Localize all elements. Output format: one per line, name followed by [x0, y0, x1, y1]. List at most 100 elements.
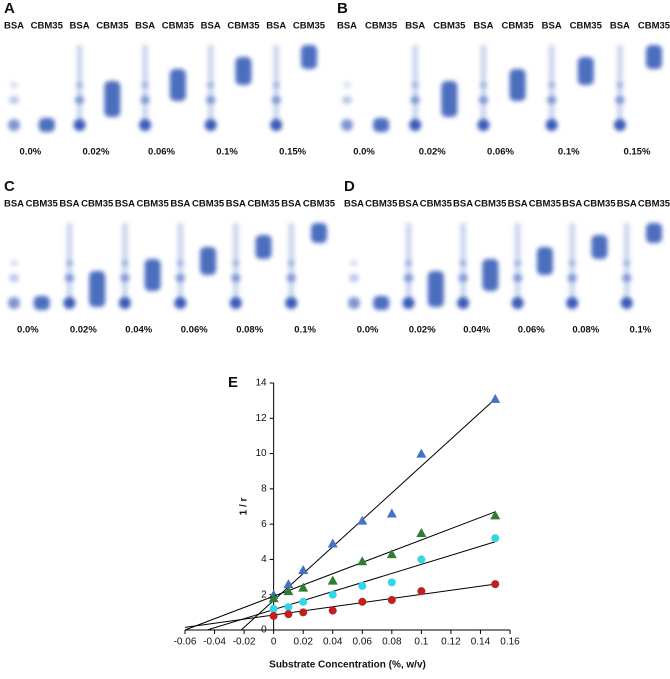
concentration-label: 0.04% — [463, 325, 490, 336]
smear — [427, 271, 444, 307]
lane-label: BSA — [70, 21, 90, 32]
fit-line — [184, 511, 496, 631]
concentration-label: 0.0% — [20, 147, 42, 158]
y-axis-label: 1 / r — [238, 498, 249, 516]
band — [9, 96, 19, 104]
smear — [311, 223, 327, 243]
gel-bands — [8, 45, 317, 132]
x-tick-label: 0.14 — [471, 637, 491, 648]
smear — [373, 118, 390, 132]
gel-panel: B BSA CBM35 BSA CBM35 BSA CBM35 BSA CBM35 BSA CBM3… — [337, 0, 670, 158]
smear — [66, 223, 73, 303]
concentration-label: 0.08% — [236, 325, 263, 336]
concentration-label: 0.02% — [419, 147, 446, 158]
lane-label: BSA — [170, 199, 190, 210]
smear — [482, 259, 499, 291]
x-tick-label: 0 — [271, 637, 277, 648]
smear — [144, 259, 161, 291]
lane-label: CBM35 — [638, 21, 670, 32]
point — [417, 587, 426, 596]
point — [491, 580, 500, 589]
point — [327, 538, 338, 548]
band — [349, 274, 359, 282]
point — [387, 596, 396, 605]
concentration-label: 0.02% — [409, 325, 436, 336]
y-tick-label: 6 — [261, 519, 267, 530]
lane-label: BSA — [135, 21, 155, 32]
point — [299, 597, 308, 606]
lane-label: BSA — [344, 199, 364, 210]
smear — [569, 223, 576, 303]
y-tick-label: 2 — [261, 589, 267, 600]
y-tick-label: 12 — [256, 413, 268, 424]
panel-label: E — [228, 374, 238, 391]
smear — [441, 81, 458, 117]
smear — [646, 223, 662, 243]
x-tick-label: 0.16 — [500, 637, 520, 648]
band — [341, 119, 353, 131]
y-tick-label: 10 — [256, 448, 268, 459]
smear — [273, 45, 280, 125]
smear — [89, 271, 106, 307]
smear — [514, 223, 521, 303]
lane-label: CBM35 — [303, 199, 336, 210]
smear — [548, 45, 555, 125]
x-axis-label: Substrate Concentration (%, w/v) — [269, 660, 426, 671]
concentration-label: 0.15% — [623, 147, 650, 158]
concentration-label: 0.0% — [357, 325, 379, 336]
smear — [232, 223, 239, 303]
smear — [177, 223, 184, 303]
concentration-label: 0.04% — [125, 325, 152, 336]
concentration-label: 0.06% — [148, 147, 175, 158]
smear — [235, 57, 252, 85]
smear — [76, 45, 83, 125]
smear — [536, 247, 553, 275]
lane-label: CBM35 — [247, 199, 280, 210]
lane-label: CBM35 — [26, 199, 59, 210]
smear — [412, 45, 419, 125]
lane-label: CBM35 — [433, 21, 466, 32]
smear — [577, 57, 594, 85]
point — [298, 582, 309, 592]
band — [342, 96, 352, 104]
point — [284, 603, 293, 612]
fit-line — [240, 398, 496, 631]
y-tick-label: 4 — [261, 554, 267, 565]
lane-label: CBM35 — [81, 199, 114, 210]
y-tick-label: 8 — [261, 483, 267, 494]
fit-line — [207, 541, 496, 631]
point — [328, 590, 337, 599]
x-tick-label: 0.12 — [441, 637, 461, 648]
point — [491, 534, 500, 543]
gel-bands — [341, 45, 662, 132]
smear — [373, 296, 390, 310]
point — [269, 604, 278, 613]
gel-bands — [348, 223, 662, 310]
lane-label: BSA — [337, 21, 357, 32]
smear — [405, 223, 412, 303]
x-tick-label: 0.04 — [323, 637, 343, 648]
lane-label: BSA — [399, 199, 419, 210]
smear — [255, 235, 272, 259]
point — [284, 610, 293, 619]
point — [283, 586, 294, 596]
lane-label: BSA — [59, 199, 79, 210]
point — [298, 565, 309, 575]
concentration-label: 0.06% — [487, 147, 514, 158]
point — [490, 510, 501, 520]
smear — [288, 223, 295, 303]
lane-label: CBM35 — [96, 21, 129, 32]
point — [386, 508, 397, 518]
lane-label: CBM35 — [570, 21, 603, 32]
point — [283, 579, 294, 589]
smear — [33, 296, 50, 310]
lane-label: CBM35 — [227, 21, 260, 32]
concentration-label: 0.1% — [558, 147, 580, 158]
point — [387, 578, 396, 587]
lane-label: CBM35 — [420, 199, 453, 210]
lane-label: BSA — [226, 199, 246, 210]
y-tick-label: 0 — [261, 625, 267, 636]
smear — [301, 45, 317, 69]
lane-label: BSA — [4, 199, 24, 210]
